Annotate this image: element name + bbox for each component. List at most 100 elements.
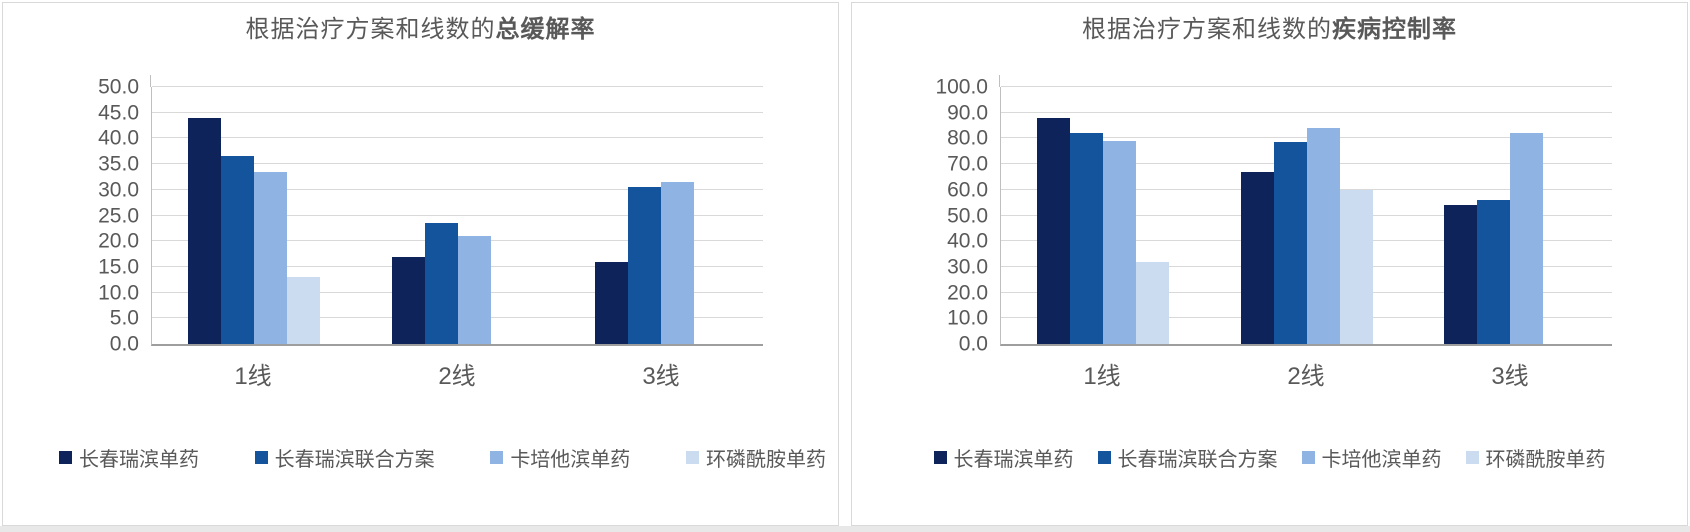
gridline xyxy=(152,163,763,165)
y-axis-tick-label: 45.0 xyxy=(98,101,139,125)
legend-marker xyxy=(1465,451,1479,464)
y-axis-tick-label: 15.0 xyxy=(98,255,139,279)
plot-area: 1线 2线 3线 xyxy=(150,75,763,391)
y-axis-tick-label: 0.0 xyxy=(958,332,988,356)
legend-label: 长春瑞滨联合方案 xyxy=(1117,449,1278,471)
legend-item: 长春瑞滨联合方案 xyxy=(254,443,435,472)
legend-item: 卡培他滨单药 xyxy=(490,443,630,472)
bar-slot xyxy=(391,87,425,344)
gridline xyxy=(1001,86,1612,87)
legend-item: 长春瑞滨联合方案 xyxy=(1097,443,1278,472)
legend-item: 环磷酰胺单药 xyxy=(685,443,826,472)
bar xyxy=(424,223,458,344)
legend-marker xyxy=(1301,451,1315,464)
bar-slot xyxy=(1135,87,1169,344)
bar xyxy=(1444,205,1478,344)
y-axis-tick-label: 90.0 xyxy=(947,101,988,125)
y-axis-tick-label: 30.0 xyxy=(98,178,139,202)
bar xyxy=(1036,117,1070,344)
plot xyxy=(1000,86,1612,346)
chart-title-prefix: 根据治疗方案和线数的 xyxy=(245,16,496,43)
x-axis-category-label: 1线 xyxy=(1083,363,1121,390)
bar xyxy=(1306,128,1340,344)
legend-marker xyxy=(685,451,699,464)
bar xyxy=(661,182,695,344)
y-axis-tick-label: 60.0 xyxy=(947,178,988,202)
y-axis-labels: 0.0 10.0 20.0 30.0 40.0 50.0 60.0 70.0 80.0 90.0 1… xyxy=(852,77,1000,355)
chart-title-metric: 疾病控制率 xyxy=(1332,16,1457,43)
y-axis-tick-label: 25.0 xyxy=(98,204,139,227)
gridline xyxy=(152,214,763,216)
bar-group xyxy=(559,87,763,344)
bar-slot xyxy=(187,87,221,344)
y-axis-tick-label: 40.0 xyxy=(947,229,988,253)
bar xyxy=(1102,140,1136,344)
gridline xyxy=(1001,111,1612,113)
bar xyxy=(253,171,287,344)
y-axis-tick-label: 10.0 xyxy=(98,281,139,305)
bar-slot xyxy=(1273,87,1307,344)
bar-slot xyxy=(694,87,727,344)
x-axis-category-label: 1线 xyxy=(234,363,272,390)
x-axis-labels: 1线 2线 3线 xyxy=(1000,356,1612,391)
chart-title: 根据治疗方案和线数的疾病控制率 xyxy=(852,15,1687,45)
x-axis-category-label: 3线 xyxy=(642,363,680,390)
y-axis-tick-label: 70.0 xyxy=(947,152,988,176)
chart-panel-disease-control-rate: 根据治疗方案和线数的疾病控制率 0.0 10.0 20.0 30.0 40.0 50.0 6… xyxy=(851,2,1688,526)
legend-label: 环磷酰胺单药 xyxy=(705,449,826,471)
y-axis-tick-label: 35.0 xyxy=(98,152,139,176)
bar xyxy=(286,277,320,344)
y-axis-line xyxy=(999,75,1000,87)
bar-slot xyxy=(1477,87,1511,344)
y-axis-tick-label: 50.0 xyxy=(947,204,988,227)
y-axis-tick-label: 10.0 xyxy=(947,306,988,330)
bar-slot xyxy=(491,87,524,344)
legend-label: 长春瑞滨联合方案 xyxy=(274,449,435,471)
bar-slot xyxy=(1510,87,1544,344)
bar-slot xyxy=(286,87,320,344)
x-axis-category-label: 2线 xyxy=(1287,363,1325,390)
bar-slot xyxy=(1069,87,1103,344)
chart-panel-overall-response-rate: 根据治疗方案和线数的总缓解率 0.0 5.0 10.0 15.0 20.0 25.0 30.… xyxy=(2,2,839,526)
bar xyxy=(1240,171,1274,344)
y-axis-labels: 0.0 5.0 10.0 15.0 20.0 25.0 30.0 35.0 40.0 45.0 50… xyxy=(3,77,151,355)
bar-slot xyxy=(661,87,695,344)
bar-group xyxy=(152,87,356,344)
legend-marker xyxy=(254,451,268,464)
x-axis-labels: 1线 2线 3线 xyxy=(151,356,763,391)
legend-item: 卡培他滨单药 xyxy=(1301,443,1442,472)
bar xyxy=(1273,142,1307,344)
legend-label: 环磷酰胺单药 xyxy=(1485,449,1606,471)
plot xyxy=(151,86,763,346)
bar-slot xyxy=(1102,87,1136,344)
bar-slot xyxy=(253,87,287,344)
gridline xyxy=(152,111,763,113)
legend-label: 卡培他滨单药 xyxy=(510,449,631,471)
bar-slot xyxy=(1036,87,1070,344)
bar xyxy=(1510,133,1544,344)
bar-group xyxy=(1408,87,1612,344)
bar xyxy=(457,236,491,344)
bar xyxy=(595,261,629,344)
bar-group xyxy=(1205,87,1409,344)
bar-slot xyxy=(628,87,662,344)
y-axis-tick-label: 20.0 xyxy=(947,281,988,305)
bar xyxy=(1135,261,1169,344)
chart-area: 0.0 5.0 10.0 15.0 20.0 25.0 30.0 35.0 40.0 45.0 50… xyxy=(3,75,838,391)
bar xyxy=(1069,133,1103,344)
legend-item: 环磷酰胺单药 xyxy=(1465,443,1606,472)
bar-group xyxy=(1001,87,1205,344)
bar xyxy=(1477,200,1511,344)
y-axis-tick-label: 80.0 xyxy=(947,126,988,150)
legend-marker xyxy=(59,451,72,464)
y-axis-tick-label: 20.0 xyxy=(98,229,139,253)
bar-slot xyxy=(1306,87,1340,344)
x-axis-category-label: 3线 xyxy=(1491,363,1529,390)
bar xyxy=(628,187,662,344)
y-axis-line xyxy=(150,75,151,87)
plot-area: 1线 2线 3线 xyxy=(999,75,1612,391)
chart-area: 0.0 10.0 20.0 30.0 40.0 50.0 60.0 70.0 80.0 90.0 1… xyxy=(852,75,1687,391)
legend-marker xyxy=(933,451,947,464)
page-bottom-strip xyxy=(0,526,1690,532)
